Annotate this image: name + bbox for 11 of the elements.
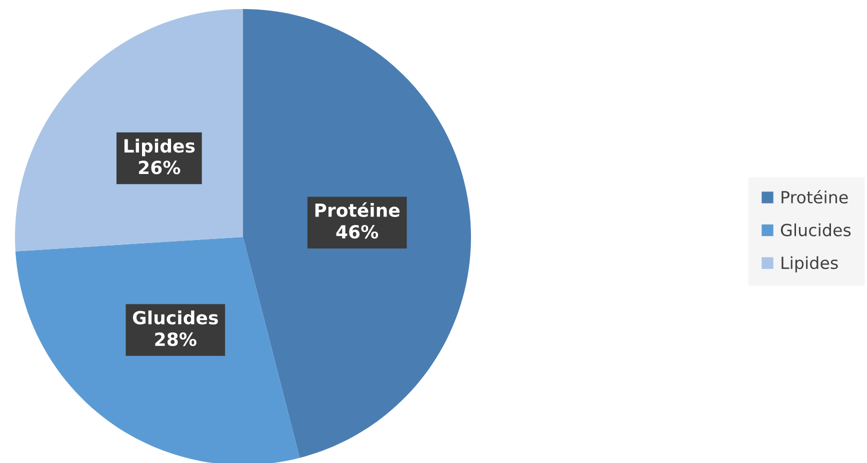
pie-slice [243,9,471,458]
slice-label: Protéine [315,202,400,218]
pie-slice [15,9,243,252]
slice-label: Lipides [124,138,195,156]
legend-label: Lipides [782,256,838,272]
legend-label: Glucides [780,223,851,236]
data-label: 28% [155,332,196,346]
slice-label: Glucides [132,310,218,324]
data-label: 26% [138,160,180,174]
data-label: 46% [336,224,378,239]
legend-label: Protéine [782,190,848,204]
